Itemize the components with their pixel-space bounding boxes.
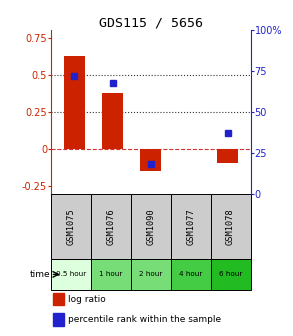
Bar: [51, 194, 91, 259]
Bar: [211, 194, 251, 259]
Bar: [64, 55, 85, 149]
Text: GSM1075: GSM1075: [67, 208, 76, 245]
Bar: [131, 259, 171, 290]
Text: 4 hour: 4 hour: [179, 271, 202, 278]
Text: 6 hour: 6 hour: [219, 271, 242, 278]
Bar: [91, 194, 131, 259]
Bar: [217, 149, 238, 163]
Bar: [51, 259, 91, 290]
Text: GSM1077: GSM1077: [186, 208, 195, 245]
Text: 2 hour: 2 hour: [139, 271, 163, 278]
Bar: [102, 93, 123, 149]
Text: log ratio: log ratio: [68, 295, 106, 304]
Text: GSM1076: GSM1076: [107, 208, 115, 245]
Text: 1 hour: 1 hour: [99, 271, 123, 278]
Text: time: time: [30, 270, 50, 279]
Bar: [53, 293, 64, 305]
Bar: [91, 259, 131, 290]
Bar: [171, 194, 211, 259]
Bar: [211, 259, 251, 290]
Bar: [140, 149, 161, 171]
Title: GDS115 / 5656: GDS115 / 5656: [99, 16, 203, 29]
Bar: [131, 194, 171, 259]
Text: GSM1078: GSM1078: [226, 208, 235, 245]
Text: 0.5 hour: 0.5 hour: [56, 271, 86, 278]
Text: percentile rank within the sample: percentile rank within the sample: [68, 316, 221, 325]
Bar: [53, 313, 64, 326]
Text: GSM1090: GSM1090: [146, 208, 155, 245]
Bar: [171, 259, 211, 290]
